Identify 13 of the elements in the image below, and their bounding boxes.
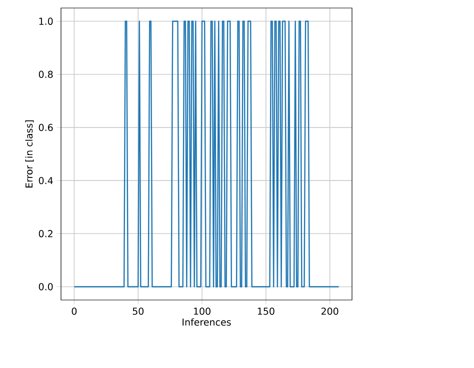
x-tick-label: 150 <box>258 308 274 315</box>
y-tick-label: 0.6 <box>38 124 53 132</box>
x-axis-title: Inferences <box>182 318 231 326</box>
x-tick-label: 100 <box>194 308 210 315</box>
x-tick-label: 200 <box>321 308 338 315</box>
y-axis-title: Error [in class] <box>25 120 34 188</box>
y-tick-label: 0.8 <box>38 70 53 78</box>
x-tick-label: 0 <box>72 308 77 315</box>
y-tick-label: 1.0 <box>39 18 53 25</box>
y-tick-label: 0.0 <box>38 283 53 290</box>
y-tick-label: 0.2 <box>38 230 52 238</box>
y-tick-label: 0.4 <box>38 176 53 184</box>
x-tick-label: 50 <box>132 308 144 315</box>
